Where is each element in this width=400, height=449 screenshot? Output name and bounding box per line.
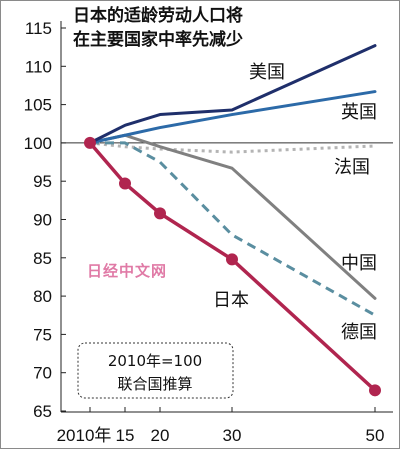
y-tick-labels: 65 70 75 80 85 90 95 100 105 110 115 (24, 19, 66, 421)
x-tick-label: 30 (223, 426, 242, 445)
y-tick-label: 70 (33, 364, 52, 383)
series-line-4 (90, 141, 376, 317)
note-source: 联合国推算 (117, 375, 192, 393)
series-markers (84, 136, 381, 397)
x-tick-labels: 2010年 15 20 30 50 (57, 407, 385, 445)
y-tick-label: 75 (33, 325, 52, 344)
series-lines (88, 44, 377, 393)
chart-title-line-1: 日本的适龄劳动人口将 (73, 5, 243, 26)
label-japan: 日本 (213, 290, 249, 311)
x-tick-label: 2010年 (57, 426, 112, 445)
y-tick-label: 110 (25, 57, 52, 76)
x-tick-label: 50 (366, 426, 385, 445)
y-tick-label: 65 (33, 402, 52, 421)
data-point-5-0 (84, 136, 96, 149)
y-tick-label: 100 (24, 134, 52, 153)
axes (60, 21, 393, 413)
y-tick-label: 105 (24, 96, 52, 115)
y-tick-label: 85 (33, 249, 52, 268)
chart-title-line-2: 在主要国家中率先减少 (73, 29, 243, 50)
y-tick-label: 80 (33, 287, 52, 306)
y-tick-label: 95 (33, 172, 52, 191)
data-point-5-1 (119, 177, 131, 190)
label-china: 中国 (341, 253, 377, 274)
x-tick-label: 15 (116, 426, 135, 445)
series-line-0 (88, 44, 377, 145)
x-tick-label: 20 (151, 426, 170, 445)
label-germany: 德国 (341, 322, 377, 343)
watermark-logo: 日经中文网 (87, 262, 167, 280)
data-point-5-2 (154, 207, 166, 220)
label-usa: 美国 (249, 62, 285, 83)
label-uk: 英国 (341, 102, 377, 123)
note-box (77, 342, 234, 399)
series-line-1 (88, 90, 377, 145)
y-tick-label: 115 (25, 19, 52, 38)
y-tick-label: 90 (33, 211, 52, 230)
data-point-5-3 (226, 253, 238, 266)
note-base-year: 2010年=100 (108, 352, 202, 370)
data-point-5-4 (369, 384, 381, 397)
series-line-2 (89, 141, 376, 154)
label-france: 法国 (334, 157, 370, 178)
